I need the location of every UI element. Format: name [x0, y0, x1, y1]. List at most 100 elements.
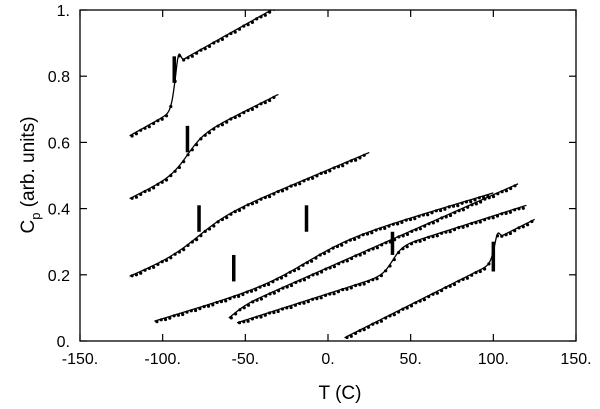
- series-5-data-point: [289, 283, 294, 288]
- series-3-data-point: [242, 206, 246, 210]
- series-5-data-point: [453, 211, 457, 215]
- series-5-data-point: [281, 286, 285, 290]
- y-axis-label: Cp (arb. units): [18, 116, 43, 233]
- series-6-data-point: [285, 306, 289, 310]
- series-1-data-point: [220, 37, 224, 42]
- series-4-data-point: [340, 243, 344, 247]
- series-6-data-point: [366, 279, 371, 284]
- series-7-data-point: [495, 234, 500, 238]
- series-5-data-point: [315, 272, 319, 276]
- series-4-data-point: [413, 217, 417, 221]
- series-5-data-point: [496, 192, 500, 196]
- series-6-data-point: [474, 221, 478, 225]
- series-6-data-point: [405, 245, 409, 249]
- series-3-data-point: [306, 177, 310, 181]
- series-4-data-point: [232, 295, 236, 299]
- series-2-data-point: [242, 111, 246, 115]
- series-6-data-point: [470, 221, 474, 226]
- series-1-data-point: [190, 54, 194, 58]
- series-4-data-point: [168, 316, 172, 320]
- x-axis-label: T (C): [319, 383, 362, 404]
- series-1-data-point: [134, 132, 138, 136]
- series-6-data-point: [397, 251, 401, 255]
- series-1-data-point: [130, 134, 134, 138]
- series-7-data-point: [440, 289, 444, 293]
- series-7-data-point: [388, 314, 392, 318]
- series-4-data-point: [224, 299, 228, 303]
- series-2-data-point: [156, 182, 160, 186]
- series-4-data-point: [443, 207, 447, 211]
- series-5-data-point: [513, 184, 517, 188]
- series-2-data-point: [160, 180, 164, 184]
- series-7-data-point: [375, 321, 379, 325]
- series-7-data-point: [397, 310, 401, 314]
- series-2-data-point: [207, 131, 212, 135]
- series-6-data-point: [427, 235, 431, 239]
- series-6-data-point: [358, 283, 362, 287]
- x-tick-label: 100.: [478, 351, 509, 368]
- series-6-data-point: [311, 297, 315, 301]
- series-2-data-point: [143, 189, 147, 194]
- x-tick-label: 50.: [400, 351, 422, 368]
- series-4-data-point: [163, 317, 168, 322]
- series-4-data-point: [215, 300, 219, 305]
- series-2-data-point: [147, 188, 151, 192]
- series-2-data-point: [173, 169, 177, 173]
- series-1-data-point: [216, 39, 220, 43]
- series-7-data-point: [448, 284, 452, 288]
- series-4-data-point: [378, 227, 382, 231]
- series-6-data-point: [517, 207, 521, 211]
- series-5-data-point: [229, 316, 233, 320]
- series-5-data-point: [251, 300, 255, 304]
- series-6-data-point: [521, 206, 525, 210]
- series-5-data-point: [277, 289, 281, 293]
- series-7-data-point: [379, 319, 383, 323]
- series-3-data-point: [250, 202, 254, 206]
- series-1-data-point: [242, 24, 246, 28]
- series-6-data-point: [495, 214, 500, 218]
- series-5-data-point: [375, 246, 379, 250]
- series-2-data-point: [195, 143, 199, 147]
- series-4-data-point: [271, 280, 275, 284]
- series-5-data-point: [500, 190, 504, 194]
- series-5-data-point: [354, 254, 358, 258]
- series-6-data-point: [401, 247, 405, 251]
- series-1-data-point: [233, 30, 237, 34]
- series-4-data-point: [396, 222, 400, 226]
- series-6-data-point: [422, 238, 426, 242]
- series-7-data-point: [405, 306, 409, 310]
- series-6-data-point: [384, 269, 388, 273]
- series-3-data-point: [358, 156, 362, 160]
- series-3-data-point: [229, 212, 233, 216]
- series-5-data-point: [242, 306, 246, 310]
- series-5-data-point: [285, 285, 289, 289]
- series-4-data-point: [228, 297, 232, 301]
- series-6-data-point: [362, 282, 366, 286]
- series-3-data-point: [298, 182, 302, 186]
- x-tick-label: -100.: [144, 351, 180, 368]
- series-3-data-point: [328, 169, 332, 173]
- series-7-data-point: [526, 223, 530, 227]
- series-6-data-point: [440, 231, 444, 235]
- series-4-data-point: [219, 300, 223, 304]
- series-6-data-point: [280, 307, 285, 311]
- series-4-data-point: [254, 288, 258, 292]
- series-4-data-point: [383, 226, 387, 230]
- series-4-data-point: [473, 198, 477, 202]
- series-5-data-point: [337, 262, 341, 266]
- series-7-data-point: [366, 325, 371, 329]
- series-5-data-point: [431, 221, 435, 225]
- series-2-data-point: [259, 102, 263, 106]
- series-4-data-point: [370, 231, 374, 235]
- series-5-data-point: [509, 186, 513, 191]
- series-4-data-point: [365, 232, 370, 236]
- series-3-data-point: [332, 166, 336, 170]
- series-5-data-point: [264, 294, 268, 298]
- series-7-data-point: [362, 328, 366, 332]
- series-3-data-point: [246, 203, 250, 207]
- series-2-data-point: [225, 120, 229, 124]
- series-3-data-point: [354, 158, 358, 162]
- series-1-fit-line: [129, 10, 273, 137]
- series-5-data-point: [414, 228, 418, 232]
- series-2-data-point: [272, 95, 276, 99]
